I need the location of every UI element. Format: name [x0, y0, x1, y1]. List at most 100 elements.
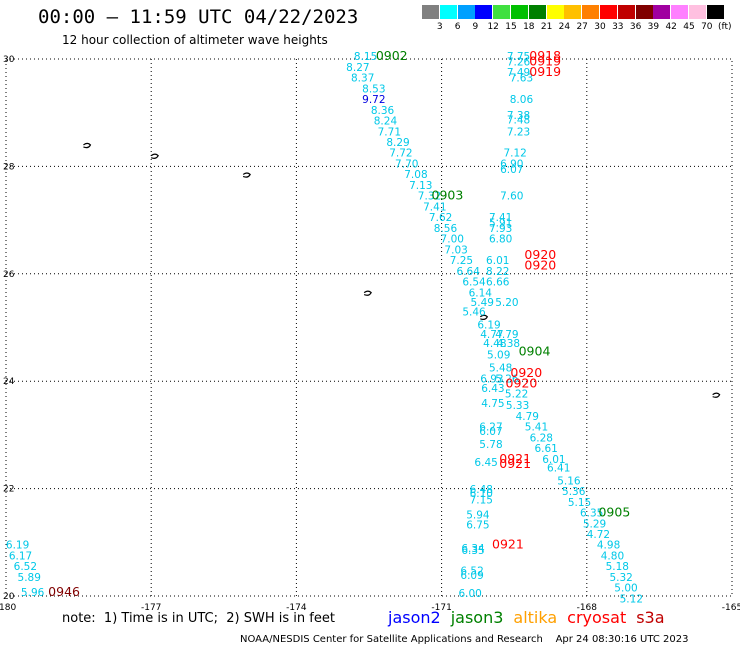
wave-height-label: 4.48: [483, 338, 506, 350]
colorbar-swatch: [439, 5, 457, 19]
y-tick-label: 22: [3, 485, 14, 495]
wave-height-label: 4.80: [601, 550, 624, 562]
colorbar-swatch: [475, 5, 493, 19]
satellite-legend-item: jason2: [388, 608, 441, 627]
wave-height-label: 6.45: [474, 457, 497, 469]
colorbar-swatch: [617, 5, 635, 19]
footer-credit: NOAA/NESDIS Center for Satellite Applica…: [240, 634, 689, 645]
wave-height-label: 6.48: [470, 484, 493, 496]
wave-height-label: 7.15: [470, 495, 493, 507]
wave-height-label: 6.19: [477, 320, 500, 332]
x-tick-label: -168: [577, 603, 598, 613]
wave-height-label: 7.25: [450, 255, 473, 267]
wave-height-label: 7.08: [404, 169, 427, 181]
colorbar-label: 39: [647, 22, 660, 32]
wave-height-label: 8.15: [354, 51, 377, 63]
wave-height-label: 7.62: [429, 212, 452, 224]
wave-height-label: 5.00: [614, 583, 637, 595]
colorbar-swatch: [671, 5, 689, 19]
wave-height-label: 6.07: [500, 164, 523, 176]
wave-height-label: 4.79: [495, 329, 518, 341]
pass-time-label: 0919: [529, 53, 561, 68]
wave-height-label: 6.27: [479, 422, 502, 434]
wave-height-label: 9.72: [362, 94, 385, 106]
pass-time-label: 0920: [506, 376, 538, 391]
wave-height-label: 5.49: [471, 297, 494, 309]
wave-height-label: 6.64: [457, 266, 481, 278]
wave-height-label: 5.89: [18, 572, 41, 584]
wave-height-label: 7.71: [378, 126, 401, 138]
wave-height-label: 7.13: [409, 180, 432, 192]
wave-height-label: 5.20: [495, 297, 518, 309]
y-tick-label: 24: [3, 377, 15, 387]
wave-height-label: 7.75: [507, 51, 530, 63]
y-tick-label: 30: [3, 55, 15, 65]
wave-height-label: 6.35: [461, 545, 484, 557]
x-tick-label: -165: [722, 603, 740, 613]
wave-height-label: 6.52: [14, 561, 37, 573]
wave-height-label: 5.32: [609, 572, 632, 584]
wave-height-label: 7.93: [489, 223, 512, 235]
wave-height-label: 7.60: [500, 191, 523, 203]
colorbar-swatch: [706, 5, 724, 19]
wave-height-label: 6.61: [534, 443, 557, 455]
wave-height-label: 7.72: [389, 148, 412, 160]
wave-height-label: 7.70: [395, 158, 418, 170]
wave-height-label: 7.23: [507, 126, 530, 138]
wave-height-label: 8.56: [434, 223, 458, 235]
pass-time-label: 0919: [529, 64, 561, 79]
wave-height-label: 7.26: [507, 56, 531, 68]
wave-height-label: 6.07: [479, 426, 502, 438]
wave-height-label: 4.75: [481, 398, 504, 410]
satellite-legend: jason2 jason3 altika cryosat s3a: [388, 608, 675, 627]
colorbar-swatch: [582, 5, 600, 19]
wave-height-label: 6.00: [458, 588, 481, 600]
colorbar-label: 42: [665, 22, 677, 32]
island-outline: [479, 314, 489, 321]
pass-time-label: 0905: [598, 505, 630, 520]
wave-height-label: 7.49: [507, 67, 530, 79]
colorbar-swatch: [689, 5, 706, 19]
pass-time-label: 0904: [519, 343, 551, 358]
colorbar-swatch: [635, 5, 653, 19]
pass-time-label: 0921: [499, 451, 531, 466]
wave-height-label: 5.91: [489, 218, 512, 230]
wave-height-label: 7.32: [418, 191, 441, 203]
chart-title: 00:00 – 11:59 UTC 04/22/2023: [38, 6, 359, 28]
colorbar-label: 3: [436, 22, 443, 32]
pass-time-label: 0920: [524, 247, 556, 262]
wave-height-label: 5.78: [479, 439, 502, 451]
pass-time-label: 0920: [524, 258, 556, 273]
wave-height-label: 5.46: [462, 307, 486, 319]
colorbar-label: 15: [505, 22, 517, 32]
wave-height-label: 5.36: [562, 486, 586, 498]
wave-height-label: 7.63: [510, 73, 533, 85]
wave-height-label: 5.41: [525, 422, 548, 434]
island-outline: [83, 142, 92, 149]
wave-height-label: 7.48: [507, 114, 530, 126]
island-outline: [150, 153, 159, 159]
wave-height-label: 5.33: [506, 400, 529, 412]
wave-height-label: 6.93: [480, 373, 503, 385]
wave-height-label: 7.12: [503, 148, 526, 160]
x-tick-label: -180: [0, 603, 16, 613]
wave-height-label: 4.77: [480, 329, 503, 341]
wave-height-label: 6.80: [489, 234, 512, 246]
wave-height-label: 7.38: [507, 110, 530, 122]
colorbar-swatch: [653, 5, 671, 19]
wave-height-label: 7.41: [489, 212, 512, 224]
colorbar-swatch: [546, 5, 564, 19]
wave-height-label: 6.34: [461, 543, 485, 555]
colorbar-swatch: [600, 5, 617, 19]
colorbar-swatch: [422, 5, 439, 19]
wave-height-label: 4.72: [587, 529, 610, 541]
wave-height-label: 6.52: [460, 566, 483, 578]
colorbar-label: 36: [629, 22, 642, 32]
wave-height-label: 5.22: [505, 388, 528, 400]
wave-height-label: 5.12: [620, 593, 643, 605]
colorbar-label: 30: [594, 22, 606, 32]
wave-height-label: 7.03: [444, 244, 467, 256]
wave-height-label: 5.29: [583, 518, 606, 530]
island-outline: [712, 392, 721, 398]
